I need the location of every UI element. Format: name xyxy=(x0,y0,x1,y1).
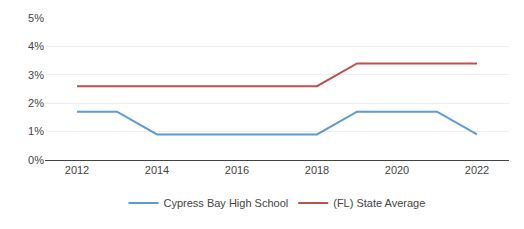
svg-text:0%: 0% xyxy=(28,154,44,166)
svg-text:1%: 1% xyxy=(28,125,44,137)
svg-text:3%: 3% xyxy=(28,69,44,81)
svg-text:2%: 2% xyxy=(28,97,44,109)
svg-text:Cypress Bay High School: Cypress Bay High School xyxy=(164,197,289,209)
svg-text:2014: 2014 xyxy=(145,164,169,176)
svg-text:2016: 2016 xyxy=(225,164,249,176)
svg-text:2020: 2020 xyxy=(385,164,409,176)
svg-text:5%: 5% xyxy=(28,12,44,24)
svg-text:2012: 2012 xyxy=(65,164,89,176)
svg-text:2018: 2018 xyxy=(305,164,329,176)
svg-text:4%: 4% xyxy=(28,40,44,52)
svg-text:(FL) State Average: (FL) State Average xyxy=(333,197,425,209)
svg-text:2022: 2022 xyxy=(465,164,489,176)
